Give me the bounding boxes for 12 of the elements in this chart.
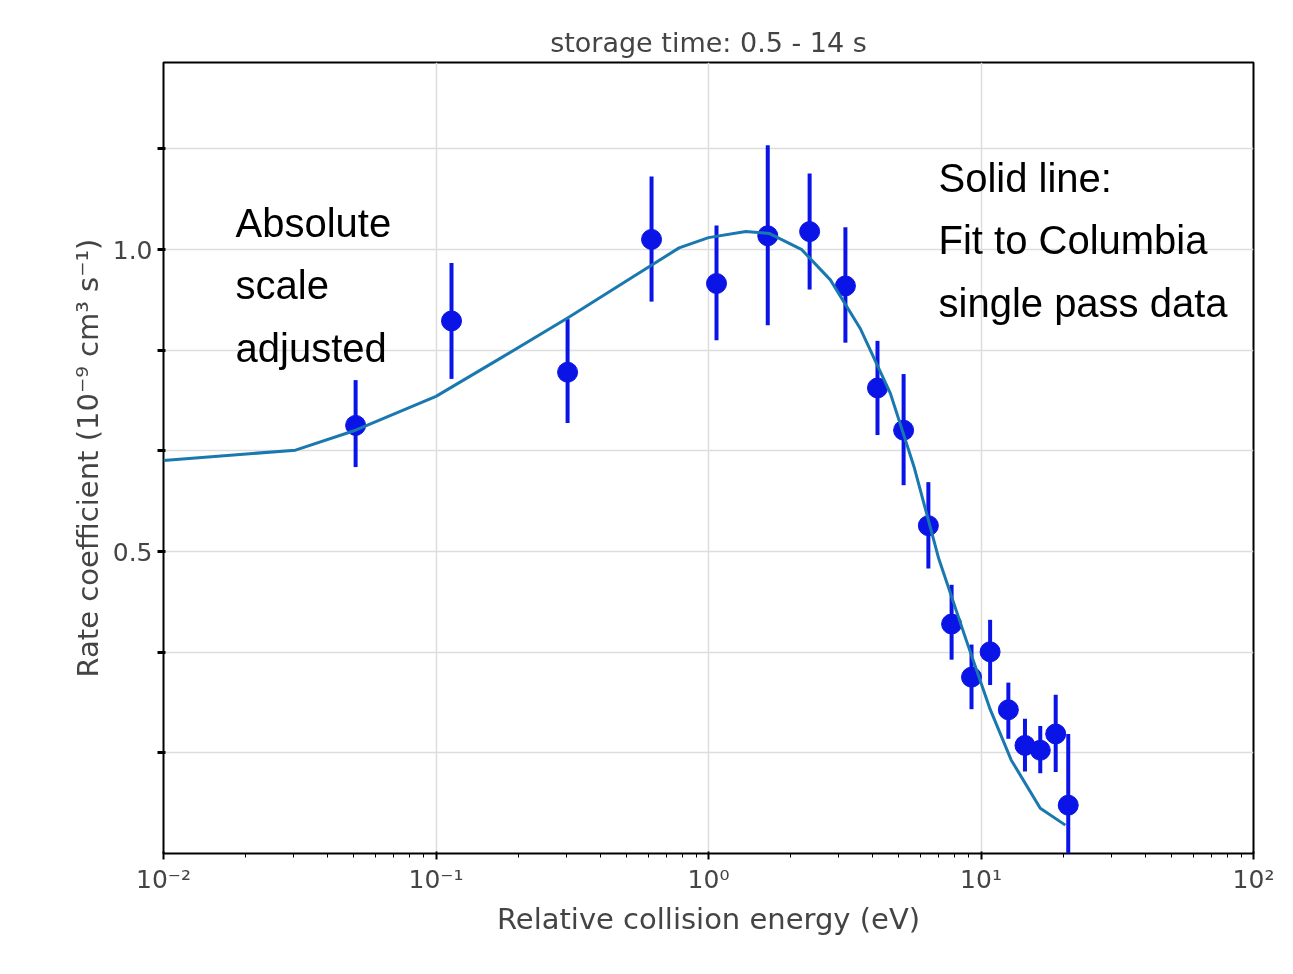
x-tick-label: 10¹ bbox=[960, 864, 1002, 894]
annotation: Absolute scale adjusted bbox=[235, 200, 392, 371]
y-tick-label: 0.5 bbox=[112, 537, 153, 567]
chart-title: storage time: 0.5 - 14 s bbox=[550, 26, 867, 58]
x-tick-label: 10⁰ bbox=[687, 864, 730, 894]
x-tick-label: 10⁻¹ bbox=[408, 864, 464, 894]
x-tick-label: 10⁻² bbox=[135, 864, 192, 894]
x-axis-title: Relative collision energy (eV) bbox=[496, 901, 921, 936]
annotation: Solid line: Fit to Columbia single pass data bbox=[938, 155, 1229, 326]
y-axis-title: Rate coefficient (10⁻⁹ cm³ s⁻¹) bbox=[70, 238, 105, 678]
y-tick-label: 1.0 bbox=[112, 235, 153, 265]
x-tick-label: 10² bbox=[1232, 864, 1275, 894]
